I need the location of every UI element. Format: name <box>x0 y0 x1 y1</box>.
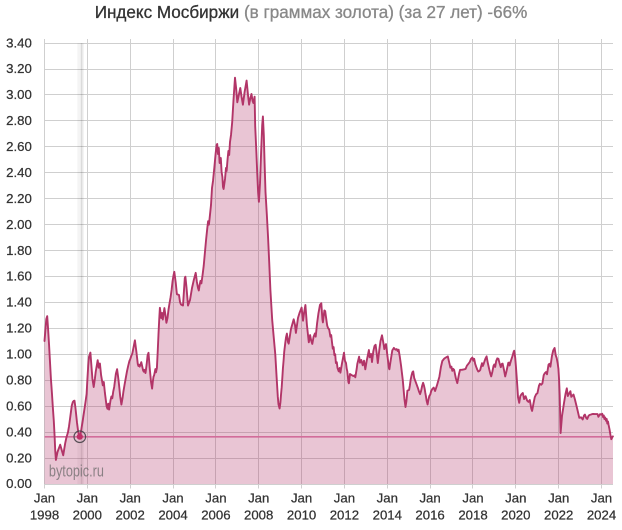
svg-text:Jan: Jan <box>34 490 55 505</box>
svg-text:1.80: 1.80 <box>6 243 32 258</box>
svg-text:1.00: 1.00 <box>6 347 32 362</box>
svg-text:2000: 2000 <box>73 507 102 522</box>
svg-text:2018: 2018 <box>458 507 487 522</box>
svg-text:0.40: 0.40 <box>6 424 32 439</box>
svg-text:2022: 2022 <box>544 507 573 522</box>
svg-text:2006: 2006 <box>201 507 230 522</box>
svg-text:bytopic.ru: bytopic.ru <box>49 462 104 481</box>
svg-text:Jan: Jan <box>162 490 183 505</box>
svg-text:0.80: 0.80 <box>6 373 32 388</box>
svg-text:2012: 2012 <box>330 507 359 522</box>
svg-text:2024: 2024 <box>587 507 616 522</box>
svg-text:2014: 2014 <box>373 507 402 522</box>
svg-text:Jan: Jan <box>377 490 398 505</box>
svg-text:3.20: 3.20 <box>6 61 32 76</box>
svg-text:0.20: 0.20 <box>6 450 32 465</box>
svg-text:0.60: 0.60 <box>6 398 32 413</box>
svg-text:2004: 2004 <box>158 507 187 522</box>
svg-text:2010: 2010 <box>287 507 316 522</box>
svg-text:3.40: 3.40 <box>6 35 32 50</box>
svg-text:Jan: Jan <box>205 490 226 505</box>
svg-text:Jan: Jan <box>248 490 269 505</box>
svg-text:Jan: Jan <box>334 490 355 505</box>
svg-text:1.40: 1.40 <box>6 295 32 310</box>
svg-text:2.40: 2.40 <box>6 165 32 180</box>
svg-text:2016: 2016 <box>415 507 444 522</box>
svg-text:1998: 1998 <box>30 507 59 522</box>
svg-text:2020: 2020 <box>501 507 530 522</box>
svg-text:Jan: Jan <box>505 490 526 505</box>
svg-text:Индекс Мосбиржи (в граммах зол: Индекс Мосбиржи (в граммах золота) (за 2… <box>95 3 528 22</box>
svg-text:0.00: 0.00 <box>6 476 32 491</box>
svg-text:Jan: Jan <box>548 490 569 505</box>
svg-text:Jan: Jan <box>120 490 141 505</box>
svg-text:1.20: 1.20 <box>6 321 32 336</box>
svg-text:2.60: 2.60 <box>6 139 32 154</box>
svg-text:2.20: 2.20 <box>6 191 32 206</box>
svg-text:Jan: Jan <box>462 490 483 505</box>
svg-text:2.80: 2.80 <box>6 113 32 128</box>
svg-text:Jan: Jan <box>77 490 98 505</box>
svg-text:2002: 2002 <box>116 507 145 522</box>
svg-text:2.00: 2.00 <box>6 217 32 232</box>
svg-text:Jan: Jan <box>291 490 312 505</box>
svg-text:Jan: Jan <box>419 490 440 505</box>
svg-text:2008: 2008 <box>244 507 273 522</box>
svg-text:3.00: 3.00 <box>6 87 32 102</box>
svg-text:1.60: 1.60 <box>6 269 32 284</box>
svg-text:Jan: Jan <box>591 490 612 505</box>
